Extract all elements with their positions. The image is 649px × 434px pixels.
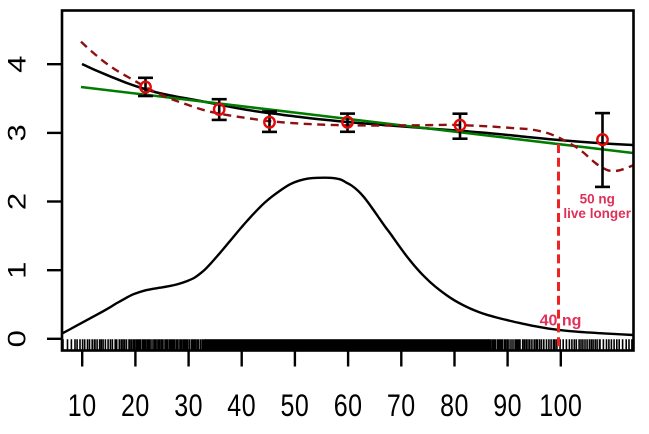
svg-text:2: 2 [3, 193, 31, 210]
svg-text:1: 1 [3, 262, 31, 279]
svg-text:100: 100 [539, 387, 582, 422]
svg-text:live longer: live longer [563, 206, 631, 221]
svg-text:10: 10 [68, 387, 97, 422]
svg-text:3: 3 [3, 124, 31, 141]
svg-text:20: 20 [121, 387, 150, 422]
svg-text:4: 4 [3, 56, 31, 73]
svg-text:80: 80 [440, 387, 469, 422]
svg-text:60: 60 [334, 387, 363, 422]
svg-text:70: 70 [387, 387, 416, 422]
svg-text:30: 30 [174, 387, 203, 422]
svg-text:90: 90 [493, 387, 522, 422]
svg-text:40 ng: 40 ng [540, 313, 582, 330]
svg-text:50: 50 [281, 387, 310, 422]
svg-text:50 ng: 50 ng [580, 191, 615, 206]
svg-text:40: 40 [227, 387, 256, 422]
svg-text:0: 0 [3, 330, 31, 347]
